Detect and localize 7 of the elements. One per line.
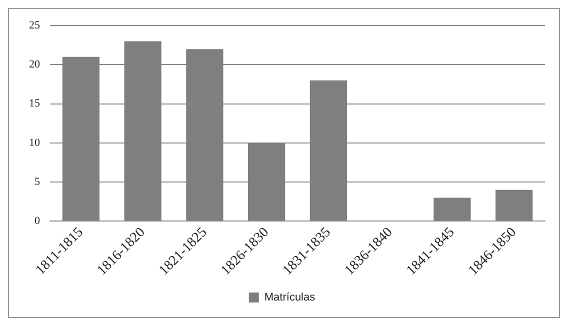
legend-label: Matrículas	[264, 292, 316, 304]
y-tick-label: 25	[29, 19, 40, 32]
y-tick-label: 20	[29, 58, 40, 71]
y-tick-label: 5	[34, 176, 40, 188]
y-tick-label: 0	[34, 215, 40, 228]
y-tick-label: 10	[29, 136, 40, 149]
y-tick-label: 15	[29, 98, 40, 110]
